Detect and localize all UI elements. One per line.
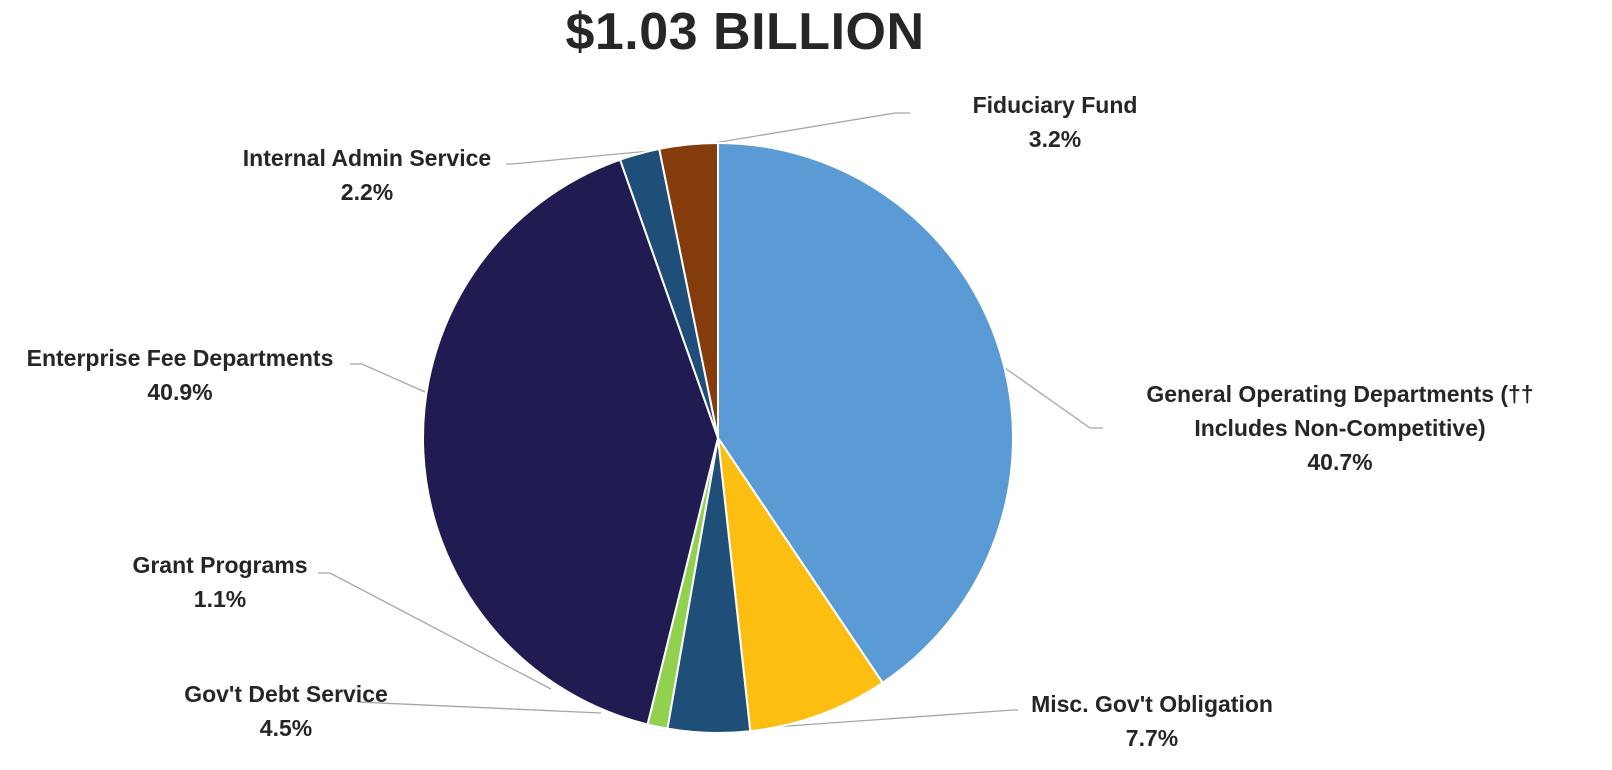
pie-slice-general-operating bbox=[717, 142, 1014, 684]
slice-value-general-operating: 40.7% bbox=[1307, 449, 1372, 475]
leader-line-grant-programs bbox=[318, 572, 552, 690]
leader-line-general-operating bbox=[1004, 367, 1103, 429]
leader-line-internal-admin bbox=[506, 149, 661, 165]
leader-line-enterprise-fee bbox=[350, 363, 426, 393]
slice-label-general-operating: General Operating Departments (†† bbox=[1146, 381, 1533, 407]
leader-lines bbox=[318, 112, 1103, 729]
pie-slices bbox=[422, 142, 1014, 734]
chart-title: $1.03 BILLION bbox=[565, 3, 925, 61]
slice-label-internal-admin: Internal Admin Service bbox=[243, 145, 491, 171]
slice-value-govt-debt-service: 4.5% bbox=[260, 715, 312, 741]
slice-labels: General Operating Departments (†† Include… bbox=[27, 92, 1534, 751]
slice-value-enterprise-fee: 40.9% bbox=[147, 379, 212, 405]
leader-line-misc-govt-obligation bbox=[759, 709, 1018, 729]
slice-label-misc-govt-obligation: Misc. Gov't Obligation bbox=[1031, 691, 1273, 717]
leader-line-fiduciary-fund bbox=[707, 112, 910, 145]
slice-label-govt-debt-service: Gov't Debt Service bbox=[184, 681, 388, 707]
slice-label-enterprise-fee: Enterprise Fee Departments bbox=[27, 345, 334, 371]
slice-value-internal-admin: 2.2% bbox=[341, 179, 393, 205]
slice-value-misc-govt-obligation: 7.7% bbox=[1126, 725, 1178, 751]
leader-line-govt-debt-service bbox=[357, 701, 602, 714]
slice-label-general-operating: Includes Non-Competitive) bbox=[1194, 415, 1485, 441]
slice-value-fiduciary-fund: 3.2% bbox=[1029, 126, 1081, 152]
slice-label-fiduciary-fund: Fiduciary Fund bbox=[973, 92, 1138, 118]
slice-value-grant-programs: 1.1% bbox=[194, 586, 246, 612]
pie-slice-enterprise-fee bbox=[422, 158, 719, 726]
slice-label-grant-programs: Grant Programs bbox=[132, 552, 307, 578]
pie-slice-misc-govt-obligation bbox=[717, 437, 884, 733]
pie-slice-fiduciary-fund bbox=[658, 142, 719, 439]
